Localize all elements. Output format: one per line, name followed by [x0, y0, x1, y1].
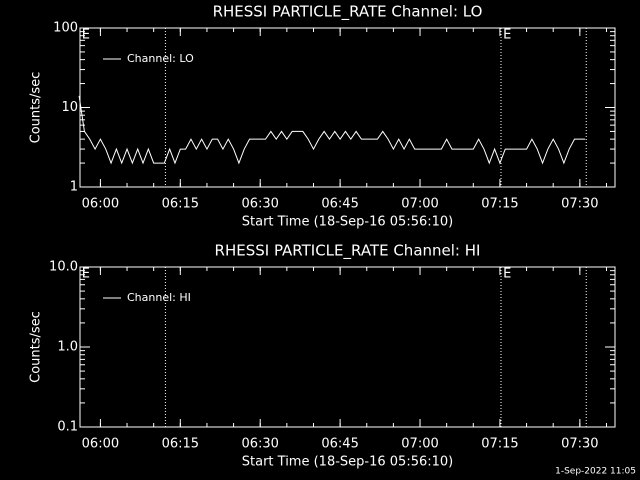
x-tick-label: 06:15 [162, 437, 199, 452]
x-tick-label: 07:00 [401, 197, 438, 212]
event-label: E [503, 267, 511, 282]
y-tick-label: 1 [70, 180, 78, 195]
x-tick-label: 06:00 [82, 437, 119, 452]
y-axis-label: Counts/sec [29, 311, 44, 383]
y-tick-label: 10 [61, 100, 78, 115]
y-tick-label: 0.1 [57, 420, 78, 435]
data-line [78, 95, 586, 165]
x-tick-label: 06:45 [321, 437, 358, 452]
event-label: E [503, 28, 511, 43]
y-axis-label: Counts/sec [29, 72, 44, 144]
x-tick-label: 06:30 [241, 197, 278, 212]
x-tick-label: 07:30 [561, 437, 598, 452]
y-tick-label: 100 [53, 21, 78, 36]
x-tick-label: 07:15 [481, 437, 518, 452]
legend-label: Channel: LO [127, 52, 194, 65]
x-tick-label: 06:45 [321, 197, 358, 212]
chart-title: RHESSI PARTICLE_RATE Channel: LO [213, 3, 483, 22]
x-axis-label: Start Time (18-Sep-16 05:56:10) [242, 455, 453, 470]
chart-title: RHESSI PARTICLE_RATE Channel: HI [215, 242, 481, 261]
x-tick-label: 07:00 [401, 437, 438, 452]
x-tick-label: 07:30 [561, 197, 598, 212]
x-tick-label: 06:00 [82, 197, 119, 212]
footer: 1-Sep-2022 11:05 [555, 467, 636, 477]
y-tick-label: 1.0 [57, 340, 78, 355]
legend-label: Channel: HI [127, 291, 191, 304]
x-tick-label: 07:15 [481, 197, 518, 212]
x-axis-label: Start Time (18-Sep-16 05:56:10) [242, 215, 453, 230]
x-tick-label: 06:15 [162, 197, 199, 212]
y-tick-label: 10.0 [49, 260, 78, 275]
x-tick-label: 06:30 [241, 437, 278, 452]
event-label: E [82, 28, 90, 43]
event-label: E [82, 267, 90, 282]
